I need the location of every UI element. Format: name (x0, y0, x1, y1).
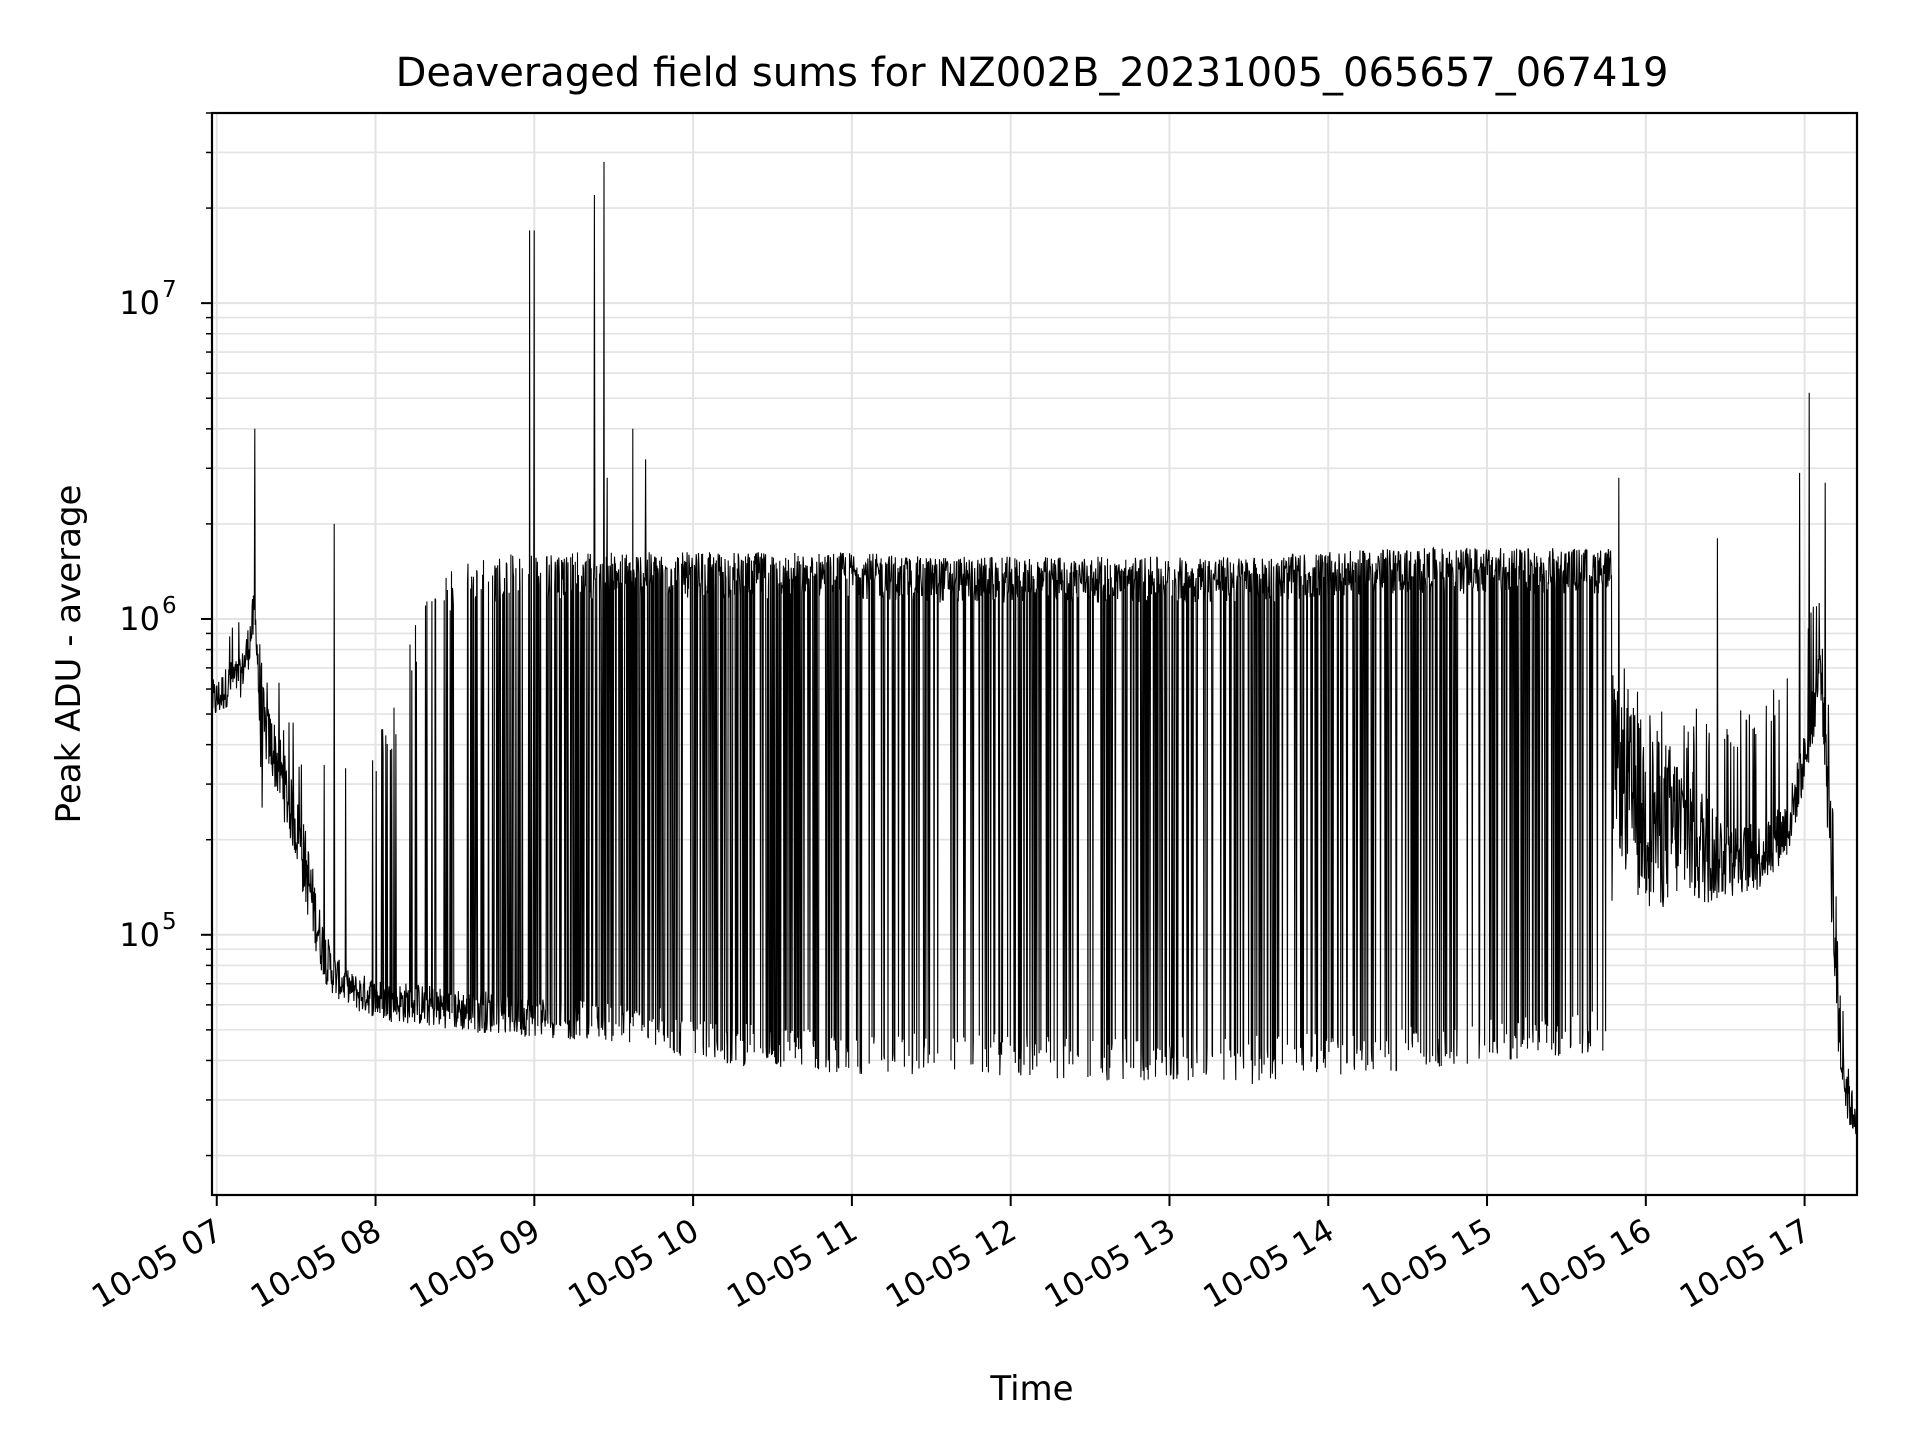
chart-title: Deaveraged field sums for NZ002B_2023100… (396, 50, 1669, 96)
series-line (212, 161, 1857, 1135)
x-axis-label: Time (989, 1369, 1073, 1409)
y-tick-label: 10 (119, 284, 160, 322)
y-tick-label: 10 (119, 916, 160, 954)
y-tick-exponent: 5 (162, 909, 177, 935)
y-tick-base: 10 (119, 600, 160, 638)
y-tick-exponent: 7 (162, 277, 177, 303)
y-tick-base: 10 (119, 916, 160, 954)
y-tick-base: 10 (119, 284, 160, 322)
y-tick-exponent: 6 (162, 593, 177, 619)
plot-area (212, 161, 1857, 1135)
y-tick-label: 10 (119, 600, 160, 638)
plot-frame (210, 111, 1859, 1197)
y-axis-label: Peak ADU - average (49, 485, 89, 824)
